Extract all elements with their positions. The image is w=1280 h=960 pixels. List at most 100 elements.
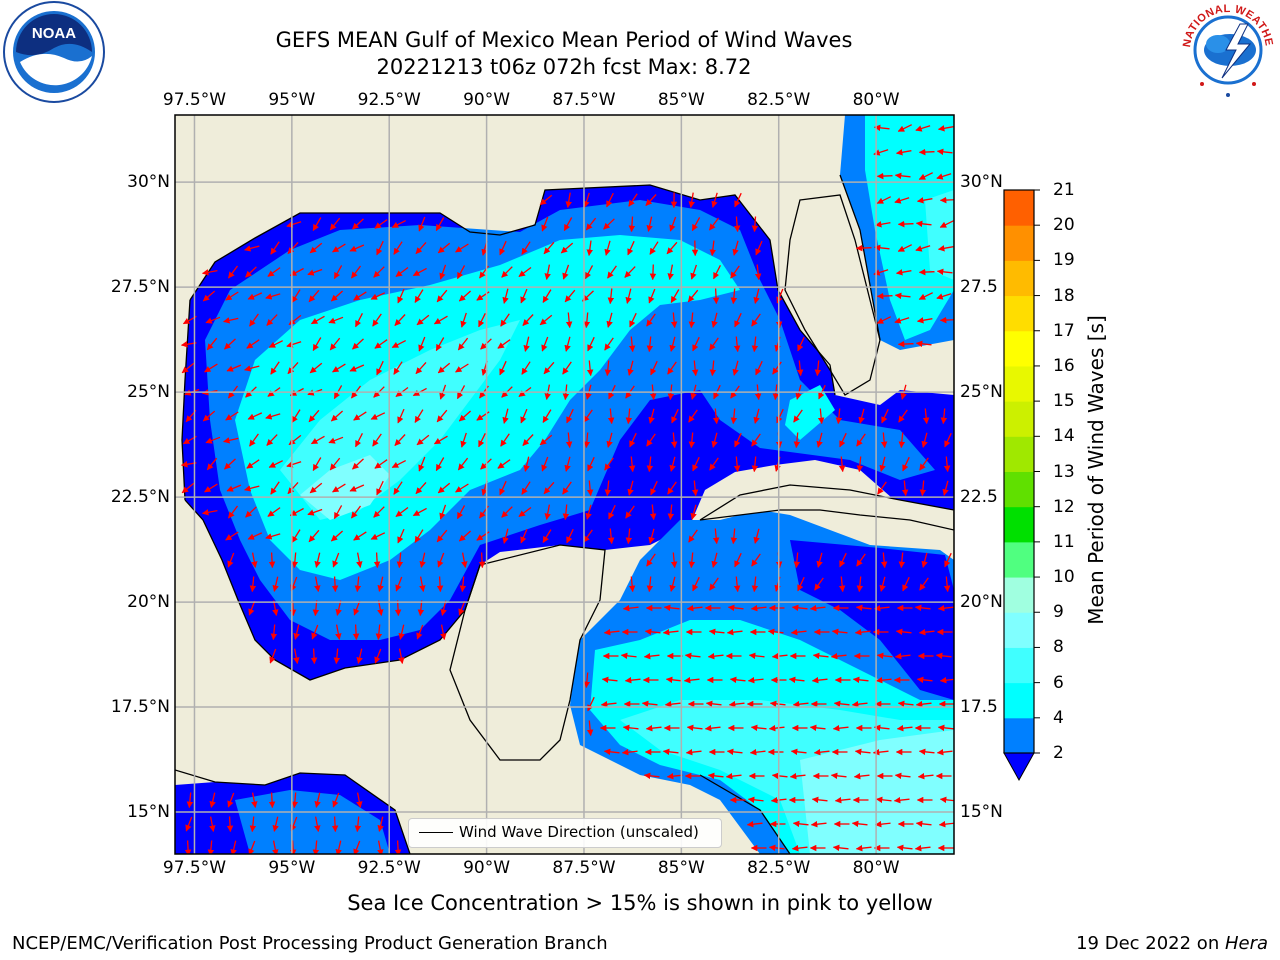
wind-wave-arrow: [917, 772, 934, 780]
wind-wave-arrow: [523, 456, 530, 472]
wind-wave-arrow: [328, 316, 344, 324]
wind-wave-arrow: [643, 652, 660, 660]
wind-wave-arrow: [391, 460, 406, 468]
wind-wave-arrow: [712, 288, 720, 305]
wind-wave-arrow: [521, 241, 531, 255]
colorbar-tick: 4: [1053, 707, 1064, 728]
wind-wave-arrow: [502, 288, 509, 304]
wind-wave-arrow: [312, 337, 322, 352]
wind-wave-arrow: [458, 600, 466, 616]
wind-wave-arrow: [398, 624, 405, 640]
wind-wave-arrow: [749, 748, 766, 756]
wind-wave-arrow: [564, 336, 571, 352]
wind-wave-arrow: [287, 241, 299, 255]
wind-wave-arrow: [288, 434, 302, 446]
wind-wave-arrow: [939, 220, 954, 228]
wind-wave-arrow: [353, 600, 361, 616]
wind-wave-arrow: [436, 576, 444, 593]
wind-wave-arrow: [751, 456, 759, 473]
wind-wave-arrow: [936, 148, 953, 156]
wind-wave-arrow: [895, 628, 912, 636]
wind-wave-arrow: [419, 552, 426, 568]
wind-wave-arrow: [562, 481, 572, 495]
wind-wave-arrow: [797, 576, 805, 592]
wind-wave-arrow: [712, 408, 720, 425]
wind-wave-arrow: [816, 432, 823, 448]
colorbar-tick: 19: [1053, 250, 1075, 271]
wind-wave-arrow: [397, 288, 405, 304]
wind-wave-arrow: [711, 432, 718, 448]
wind-wave-arrow: [839, 432, 847, 448]
wind-wave-arrow: [916, 197, 933, 204]
wind-wave-arrow: [625, 288, 632, 304]
wind-wave-arrow: [894, 172, 911, 180]
wind-wave-arrow: [707, 652, 724, 660]
wind-wave-arrow: [918, 172, 933, 180]
wind-wave-arrow: [708, 628, 725, 636]
wind-wave-arrow: [669, 216, 677, 232]
wind-wave-arrow: [539, 434, 553, 446]
wind-wave-arrow: [879, 456, 886, 472]
wind-wave-arrow: [734, 432, 742, 448]
wind-wave-arrow: [670, 289, 680, 304]
wind-wave-arrow: [894, 652, 911, 660]
wind-wave-arrow: [901, 480, 909, 497]
wind-wave-arrow: [352, 624, 360, 641]
wind-wave-arrow: [902, 456, 910, 472]
wind-wave-arrow: [332, 363, 346, 373]
wind-wave-arrow: [332, 552, 340, 568]
colorbar-frame: [1003, 189, 1035, 754]
lat-tick-right: 15°N: [960, 802, 1003, 822]
wind-wave-arrow: [249, 576, 257, 593]
wind-wave-arrow: [670, 312, 678, 329]
wind-wave-arrow: [939, 196, 954, 204]
wind-wave-arrow: [755, 240, 763, 256]
lon-tick-top: 95°W: [268, 90, 316, 110]
wind-wave-arrow: [876, 196, 891, 204]
wind-wave-arrow: [247, 532, 263, 540]
wind-wave-arrow: [330, 410, 344, 422]
wind-wave-arrow: [583, 432, 591, 449]
wind-wave-arrow: [353, 291, 367, 301]
wind-wave-arrow: [335, 624, 342, 641]
wind-wave-arrow: [204, 363, 218, 373]
wind-wave-arrow: [461, 552, 468, 569]
wind-wave-arrow: [539, 194, 553, 206]
wind-wave-arrow: [377, 816, 384, 832]
wind-wave-arrow: [646, 456, 654, 473]
colorbar-tick: 9: [1053, 602, 1064, 623]
wind-wave-arrow: [709, 337, 719, 351]
wind-wave-arrow: [186, 792, 194, 809]
wind-wave-arrow: [939, 676, 954, 684]
wind-wave-arrow: [914, 844, 931, 852]
wind-wave-arrow: [267, 507, 281, 517]
wind-wave-arrow: [353, 531, 367, 541]
wind-wave-arrow: [649, 504, 657, 521]
wind-wave-arrow: [523, 336, 530, 352]
wind-wave-arrow: [478, 313, 486, 328]
wind-wave-arrow: [224, 338, 236, 350]
wind-wave-arrow: [624, 676, 641, 684]
wind-wave-arrow: [688, 552, 696, 569]
wind-wave-arrow: [583, 409, 593, 423]
wind-wave-arrow: [687, 289, 699, 303]
wind-wave-arrow: [502, 528, 509, 544]
colorbar-tick: 12: [1053, 496, 1075, 517]
wind-wave-arrow: [331, 576, 339, 593]
wind-wave-arrow: [265, 533, 281, 540]
wind-wave-arrow: [501, 266, 513, 278]
wind-wave-arrow: [395, 576, 403, 592]
wind-wave-arrow: [937, 724, 954, 732]
lon-tick-top: 90°W: [463, 90, 511, 110]
wind-wave-arrow: [433, 315, 448, 325]
wind-wave-arrow: [542, 409, 552, 423]
wind-wave-arrow: [270, 481, 280, 495]
wind-wave-arrow: [686, 604, 703, 612]
wind-wave-arrow: [730, 408, 738, 425]
wind-wave-arrow: [543, 361, 555, 375]
wind-wave-arrow: [332, 792, 340, 808]
wind-wave-arrow: [333, 505, 343, 520]
wind-wave-arrow: [312, 600, 320, 617]
wind-wave-arrow: [629, 432, 637, 448]
wind-wave-arrow: [897, 700, 914, 708]
